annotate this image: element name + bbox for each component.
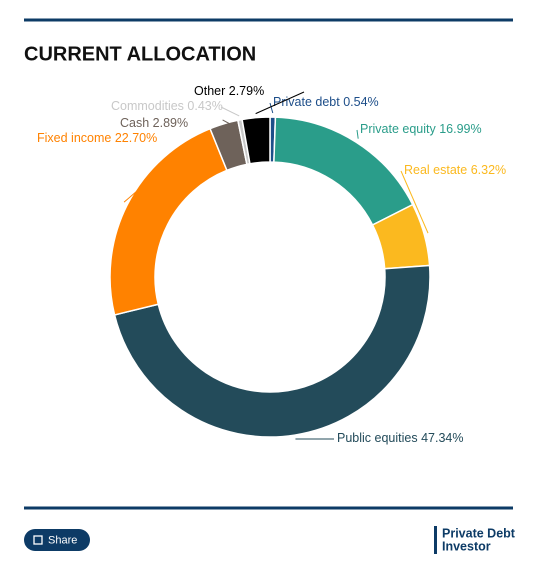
slice-label: Fixed income 22.70% <box>37 131 157 145</box>
brand-line: Investor <box>442 539 491 553</box>
slice-name: Public equities <box>337 431 418 445</box>
slice-name: Private equity <box>360 122 436 136</box>
share-label[interactable]: Share <box>48 534 77 546</box>
slice-name: Commodities <box>111 99 184 113</box>
chart-title: CURRENT ALLOCATION <box>24 43 256 65</box>
slice-name: Real estate <box>404 163 467 177</box>
brand-line: Private Debt <box>442 526 516 540</box>
slice-label: Public equities 47.34% <box>337 431 464 445</box>
slice-label: Other 2.79% <box>194 84 264 98</box>
slice-value: 0.43% <box>187 99 222 113</box>
slice-label: Commodities 0.43% <box>111 99 223 113</box>
slice-name: Other <box>194 84 225 98</box>
slice-value: 2.79% <box>229 84 264 98</box>
slice-value: 16.99% <box>439 122 481 136</box>
slice-label: Private equity 16.99% <box>360 122 482 136</box>
slice <box>115 265 430 437</box>
share-button[interactable]: Share <box>24 529 90 551</box>
brand-bar <box>434 526 437 554</box>
slice-value: 47.34% <box>421 431 463 445</box>
slice-value: 6.32% <box>471 163 506 177</box>
slice-name: Private debt <box>273 95 340 109</box>
leader-line <box>357 130 358 139</box>
slice-value: 2.89% <box>153 116 188 130</box>
slice-name: Fixed income <box>37 131 111 145</box>
slice <box>110 129 227 315</box>
slice-label: Private debt 0.54% <box>273 95 379 109</box>
slice-value: 0.54% <box>343 95 378 109</box>
slice-label: Real estate 6.32% <box>404 163 506 177</box>
donut: Private debt 0.54% Private equity 16.99% R… <box>37 84 506 445</box>
leader-line <box>221 107 239 116</box>
slice-value: 22.70% <box>115 131 157 145</box>
slice-label: Cash 2.89% <box>120 116 188 130</box>
slice-name: Cash <box>120 116 149 130</box>
